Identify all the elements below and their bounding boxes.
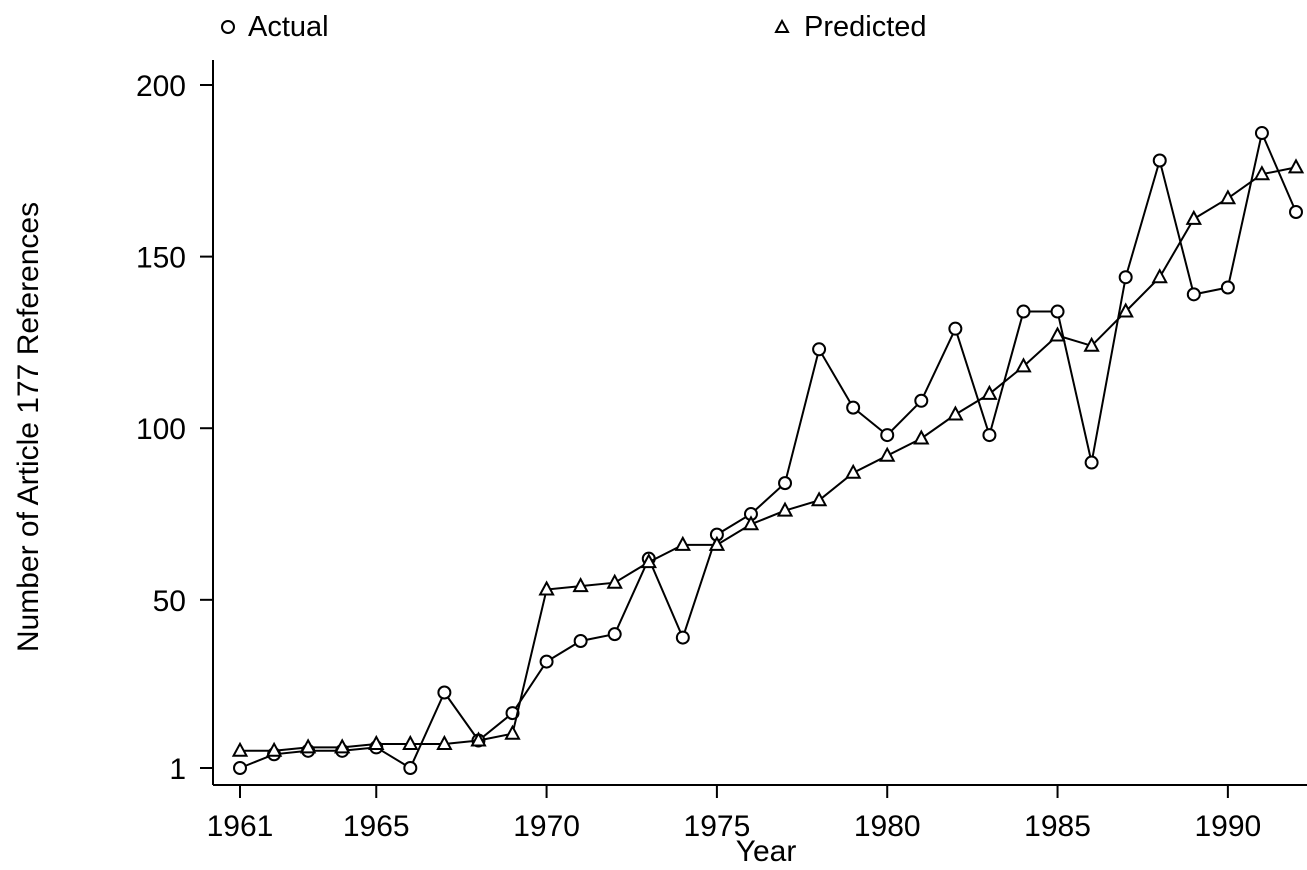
data-point-predicted <box>845 463 862 479</box>
data-point-actual <box>778 476 793 491</box>
legend: Actual Predicted <box>221 11 927 43</box>
data-point-predicted <box>708 535 726 551</box>
data-point-predicted <box>674 535 691 551</box>
y-tick-label: 200 <box>136 70 186 103</box>
x-axis-ticks: 1961 1965 1970 1975 1980 1985 1990 <box>207 785 1261 843</box>
data-point-actual <box>505 706 520 721</box>
data-point-predicted <box>1049 326 1066 342</box>
y-tick-label: 150 <box>136 242 186 275</box>
data-point-predicted <box>810 491 828 507</box>
data-point-predicted <box>1253 165 1271 181</box>
x-tick-label: 1990 <box>1194 810 1261 843</box>
data-point-actual <box>1289 204 1303 219</box>
data-point-predicted <box>265 741 283 757</box>
data-point-actual <box>880 428 895 443</box>
data-point-predicted <box>947 405 964 421</box>
data-point-predicted <box>504 724 521 740</box>
data-point-predicted <box>1015 357 1032 373</box>
data-point-predicted <box>572 577 589 593</box>
data-point-predicted <box>402 734 419 750</box>
data-point-actual <box>573 634 588 649</box>
x-tick-label: 1975 <box>684 810 751 843</box>
data-point-predicted <box>640 553 657 569</box>
data-point-predicted <box>1151 268 1168 284</box>
data-point-predicted <box>538 580 555 596</box>
data-point-actual <box>1152 153 1167 168</box>
series-layer <box>231 126 1305 775</box>
data-point-predicted <box>981 384 998 400</box>
data-point-predicted <box>879 446 896 462</box>
legend-predicted-marker <box>774 18 790 33</box>
data-point-predicted <box>470 731 487 747</box>
series-line-actual <box>239 129 1297 770</box>
series-line-predicted <box>240 166 1297 752</box>
x-tick-label: 1985 <box>1024 810 1091 843</box>
y-tick-label: 100 <box>136 413 186 446</box>
data-point-predicted <box>1219 189 1237 205</box>
data-point-predicted <box>299 738 317 754</box>
data-point-actual <box>948 321 963 336</box>
data-point-actual <box>1254 126 1269 141</box>
data-point-actual <box>437 685 452 700</box>
data-point-predicted <box>1185 209 1202 225</box>
data-point-predicted <box>776 501 794 517</box>
legend-predicted-label: Predicted <box>804 11 927 43</box>
y-tick-label: 1 <box>169 753 186 786</box>
data-point-predicted <box>231 741 249 757</box>
data-point-actual <box>1186 287 1201 302</box>
data-point-actual <box>1220 280 1235 295</box>
data-point-actual <box>1118 270 1133 285</box>
data-point-actual <box>675 630 690 645</box>
data-point-actual <box>1050 304 1065 319</box>
y-axis-title: Number of Article 177 References <box>12 202 45 652</box>
data-point-actual <box>1016 304 1031 319</box>
data-point-actual <box>403 761 418 775</box>
legend-actual-marker <box>221 20 235 34</box>
x-axis-title: Year <box>736 835 797 865</box>
data-point-actual <box>607 627 622 642</box>
x-tick-label: 1970 <box>513 810 580 843</box>
data-point-actual <box>982 428 997 443</box>
data-point-predicted <box>1083 336 1100 352</box>
data-point-predicted <box>1287 158 1305 174</box>
data-point-predicted <box>368 734 385 750</box>
data-point-actual <box>812 342 827 357</box>
legend-actual-label: Actual <box>248 11 329 43</box>
data-point-actual <box>846 400 861 415</box>
data-point-predicted <box>334 738 351 754</box>
data-point-actual <box>1084 455 1099 470</box>
data-point-predicted <box>606 573 623 589</box>
y-tick-label: 50 <box>153 585 186 618</box>
x-tick-label: 1980 <box>854 810 921 843</box>
data-point-actual <box>914 393 929 408</box>
x-tick-label: 1961 <box>207 810 274 843</box>
data-point-predicted <box>913 429 930 445</box>
data-point-actual <box>539 654 554 669</box>
data-point-predicted <box>742 515 760 531</box>
data-point-actual <box>233 761 247 775</box>
data-point-predicted <box>436 734 453 750</box>
data-point-predicted <box>1117 302 1134 318</box>
x-tick-label: 1965 <box>343 810 410 843</box>
